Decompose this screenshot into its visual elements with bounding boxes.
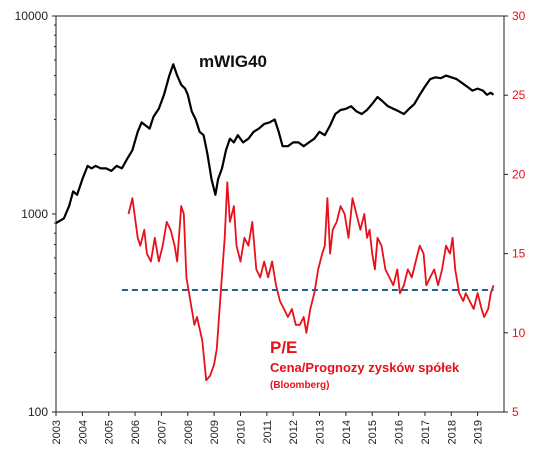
left-tick-label: 100	[28, 405, 48, 419]
x-tick-label: 2007	[156, 420, 168, 444]
x-tick-label: 2010	[235, 420, 247, 444]
x-tick-label: 2008	[183, 420, 195, 444]
x-tick-label: 2014	[341, 420, 353, 444]
x-axis-ticks: 2003 2004 2005 2006 2007 2008 2009 2010 2011 2012…	[51, 412, 485, 444]
pe-description: Cena/Prognozy zysków spółek	[270, 360, 460, 375]
right-tick-label: 20	[512, 167, 526, 181]
left-tick-label: 1000	[21, 207, 48, 221]
right-tick-label: 10	[512, 326, 526, 340]
x-tick-label: 2018	[446, 420, 458, 444]
pe-label: P/E	[270, 338, 297, 357]
x-tick-label: 2012	[288, 420, 300, 444]
series-layer	[55, 63, 495, 382]
right-axis-ticks: 5 10 15 20 25 30	[504, 9, 526, 419]
right-tick-label: 15	[512, 247, 526, 261]
x-tick-label: 2019	[473, 420, 485, 444]
right-tick-label: 25	[512, 88, 526, 102]
x-tick-label: 2004	[77, 420, 89, 444]
x-tick-label: 2015	[367, 420, 379, 444]
pe-series-line	[127, 181, 495, 382]
x-tick-label: 2016	[394, 420, 406, 444]
chart-title: mWIG40	[199, 52, 267, 71]
mwig40-series-line	[55, 63, 495, 225]
x-tick-label: 2003	[51, 420, 63, 444]
x-tick-label: 2005	[104, 420, 116, 444]
x-tick-label: 2011	[262, 420, 274, 444]
x-tick-label: 2009	[209, 420, 221, 444]
left-tick-label: 10000	[15, 9, 49, 23]
left-axis-ticks: 100 1000 10000	[15, 9, 56, 419]
pe-source: (Bloomberg)	[270, 380, 329, 391]
right-tick-label: 30	[512, 9, 526, 23]
x-tick-label: 2013	[315, 420, 327, 444]
x-tick-label: 2006	[130, 420, 142, 444]
x-tick-label: 2017	[420, 420, 432, 444]
right-tick-label: 5	[512, 405, 519, 419]
